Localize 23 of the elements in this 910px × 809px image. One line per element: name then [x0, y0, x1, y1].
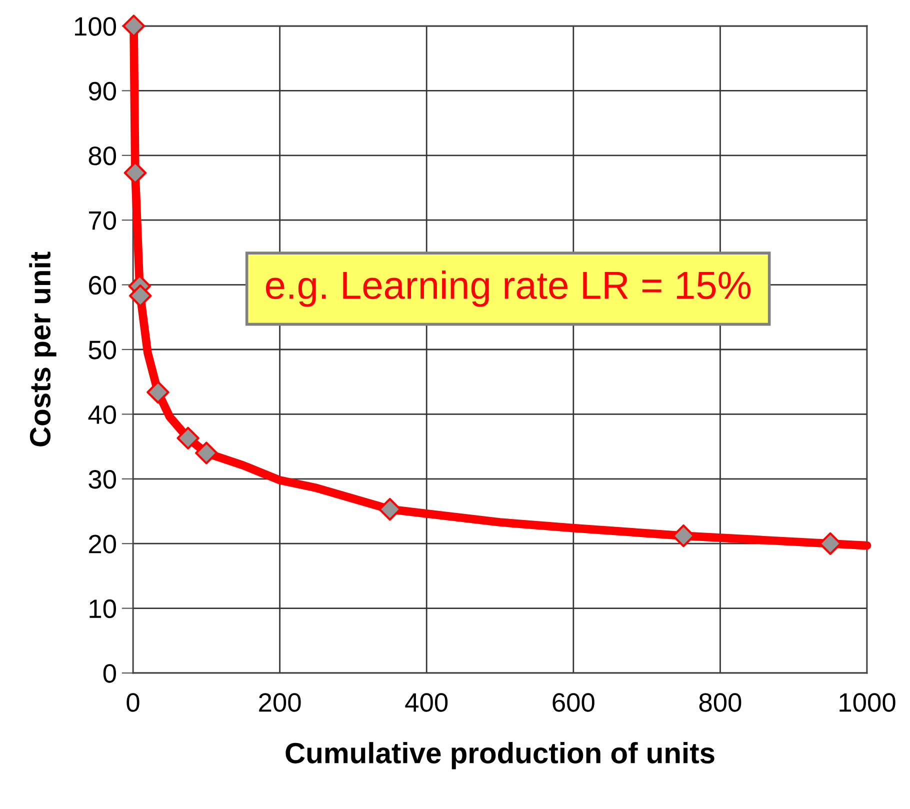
y-tick-label: 10 [90, 599, 116, 618]
x-tick-label: 800 [699, 693, 742, 712]
y-tick-label: 90 [88, 82, 116, 101]
x-tick-label: 0 [126, 693, 140, 712]
y-axis-title: Costs per unit [29, 252, 56, 446]
x-tick-label: 400 [405, 693, 448, 712]
x-tick-label: 200 [259, 693, 301, 712]
annotation: e.g. Learning rate LR = 15% [266, 270, 750, 307]
y-tick-label: 20 [89, 534, 116, 554]
y-tick-label: 30 [88, 470, 116, 489]
x-axis-title: Cumulative production of units [286, 742, 714, 770]
y-tick-label: 50 [88, 340, 116, 360]
y-tick-label: 40 [88, 405, 116, 424]
y-tick-label: 80 [88, 146, 116, 166]
y-tick-label: 60 [89, 276, 116, 295]
y-tick-label: 0 [103, 664, 116, 683]
x-tick-label: 600 [552, 693, 594, 712]
x-tick-label: 1000 [840, 693, 896, 712]
point [176, 426, 200, 450]
point [146, 380, 170, 404]
y-tick-label: 100 [75, 17, 116, 36]
point [195, 442, 218, 464]
y-tick-label: 70 [89, 211, 116, 230]
